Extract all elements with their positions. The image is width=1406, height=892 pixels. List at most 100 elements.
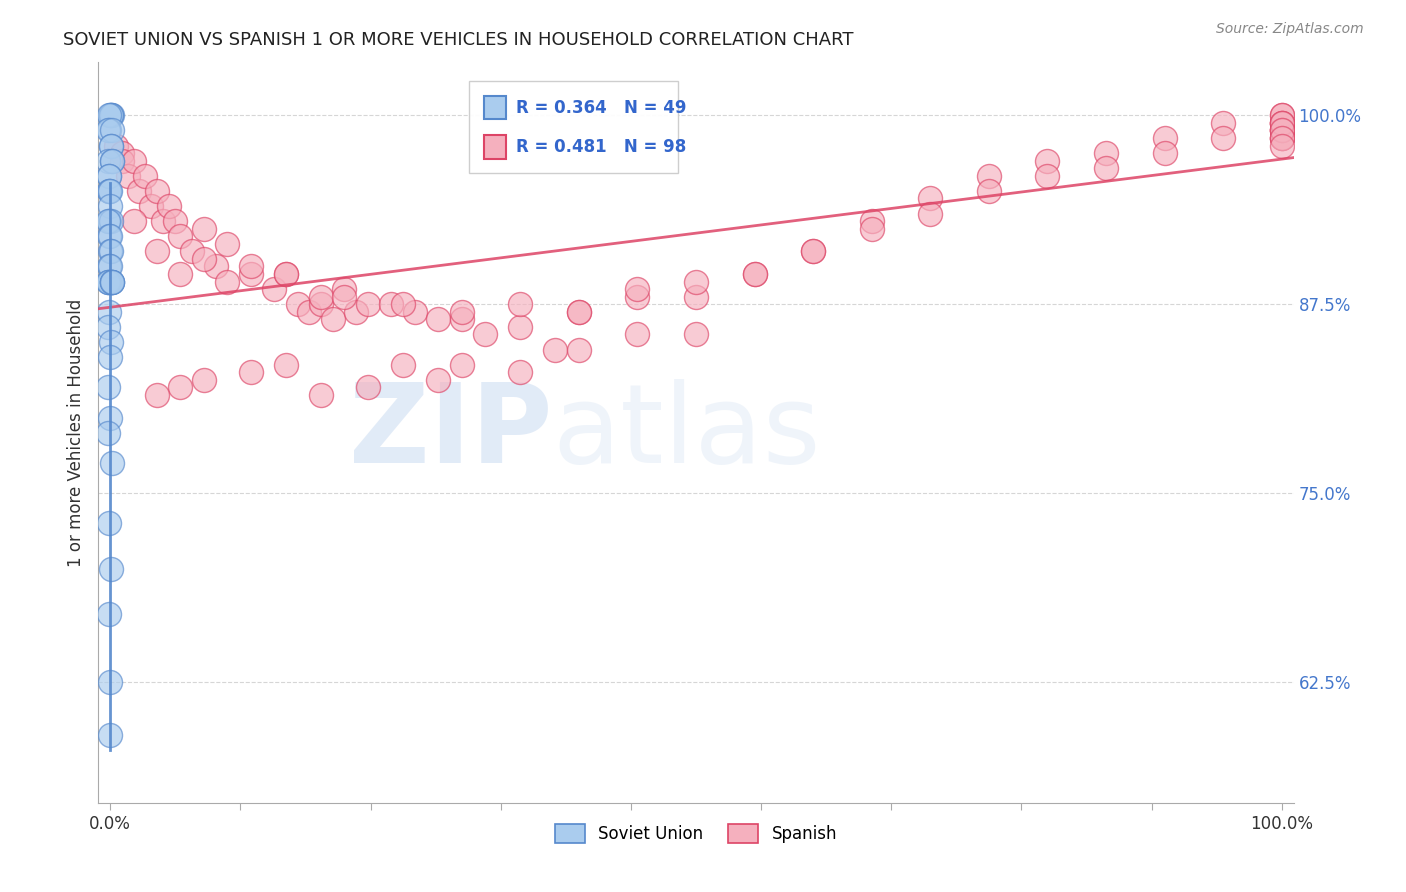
Point: [193, 221, 215, 235]
Text: ZIP: ZIP: [349, 379, 553, 486]
Point: [100, 138, 122, 153]
Point: [97, 169, 120, 183]
Point: [101, 275, 124, 289]
Point: [568, 304, 591, 318]
Point: [98, 214, 121, 228]
Point: [333, 290, 356, 304]
Point: [98, 410, 121, 425]
Point: [298, 304, 321, 318]
Point: [1271, 138, 1294, 153]
Point: [101, 108, 124, 122]
Point: [1271, 123, 1294, 137]
Point: [333, 282, 356, 296]
Point: [181, 244, 204, 259]
Point: [97, 108, 120, 122]
Point: [509, 319, 531, 334]
Point: [1271, 131, 1294, 145]
Point: [309, 297, 332, 311]
Point: [97, 169, 120, 183]
Point: [100, 275, 122, 289]
Text: R = 0.481   N = 98: R = 0.481 N = 98: [516, 137, 686, 156]
Point: [239, 260, 262, 274]
Point: [97, 275, 120, 289]
Point: [97, 123, 120, 137]
Point: [100, 275, 122, 289]
Point: [544, 343, 567, 357]
Point: [97, 319, 120, 334]
Point: [309, 290, 332, 304]
Point: [392, 358, 415, 372]
Point: [169, 229, 191, 244]
Point: [626, 327, 648, 342]
Point: [101, 123, 124, 137]
Bar: [485, 95, 506, 120]
Point: [100, 108, 122, 122]
Point: [977, 184, 1000, 198]
Point: [163, 214, 186, 228]
Point: [509, 365, 531, 379]
Point: [98, 674, 121, 689]
Point: [1271, 116, 1294, 130]
Point: [100, 561, 122, 575]
Point: [141, 199, 163, 213]
Point: [1153, 131, 1175, 145]
Point: [427, 312, 450, 326]
Point: [474, 327, 496, 342]
Point: [744, 267, 766, 281]
Point: [111, 146, 134, 161]
Point: [98, 350, 121, 364]
Point: [860, 214, 883, 228]
Point: [157, 199, 180, 213]
Point: [239, 365, 262, 379]
Point: [98, 229, 121, 244]
Point: [97, 260, 120, 274]
Point: [380, 297, 402, 311]
Point: [287, 297, 309, 311]
Point: [101, 456, 124, 470]
Point: [626, 282, 648, 296]
Point: [1271, 123, 1294, 137]
Point: [97, 275, 120, 289]
Point: [392, 297, 415, 311]
Point: [98, 229, 121, 244]
Point: [1271, 131, 1294, 145]
Point: [97, 275, 120, 289]
Point: [128, 184, 150, 198]
Point: [100, 334, 122, 349]
Point: [98, 607, 121, 621]
Point: [1271, 108, 1294, 122]
Point: [344, 304, 367, 318]
Point: [357, 380, 380, 394]
Point: [1036, 169, 1059, 183]
Point: [685, 327, 707, 342]
Point: [97, 123, 120, 137]
Point: [122, 214, 145, 228]
Point: [427, 373, 450, 387]
Point: [1271, 116, 1294, 130]
Point: [274, 358, 297, 372]
Point: [146, 184, 169, 198]
Point: [1271, 116, 1294, 130]
Point: [101, 153, 124, 168]
Text: SOVIET UNION VS SPANISH 1 OR MORE VEHICLES IN HOUSEHOLD CORRELATION CHART: SOVIET UNION VS SPANISH 1 OR MORE VEHICL…: [63, 31, 853, 49]
Point: [450, 358, 472, 372]
Point: [97, 184, 120, 198]
Point: [98, 199, 121, 213]
Point: [568, 343, 591, 357]
Point: [263, 282, 285, 296]
Point: [111, 153, 134, 168]
Point: [1212, 116, 1234, 130]
Point: [98, 260, 121, 274]
Point: [217, 275, 239, 289]
Point: [146, 388, 169, 402]
Point: [105, 138, 128, 153]
Point: [509, 297, 531, 311]
Point: [117, 169, 139, 183]
Point: [97, 380, 120, 394]
Point: [685, 290, 707, 304]
Point: [357, 297, 380, 311]
Point: [98, 516, 121, 531]
Point: [100, 275, 122, 289]
Point: [744, 267, 766, 281]
Point: [100, 108, 122, 122]
